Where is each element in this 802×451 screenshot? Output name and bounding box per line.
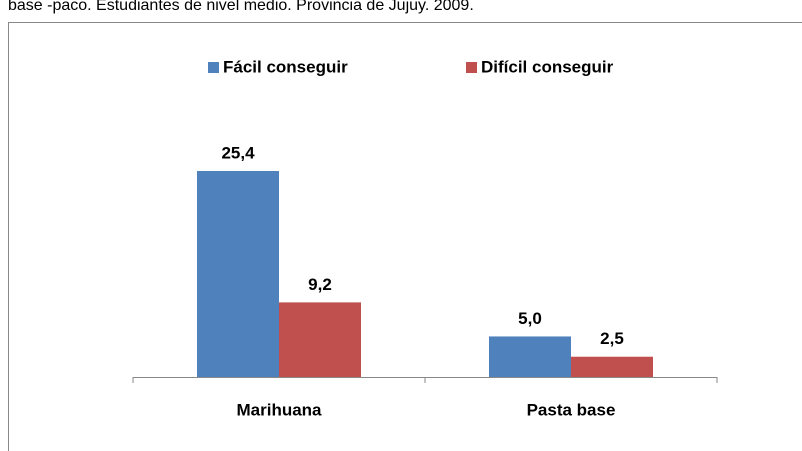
chart-title: base -paco. Estudiantes de nivel medio. … [8,0,474,14]
legend-label: Fácil conseguir [223,57,348,76]
value-label: 9,2 [308,275,332,294]
value-label: 5,0 [518,309,542,328]
x-tick-label: Pasta base [527,400,616,419]
legend-swatch [208,62,219,73]
legend-label: Difícil conseguir [481,57,614,76]
bar [279,302,361,377]
x-tick-label: Marihuana [236,400,322,419]
value-label: 2,5 [600,329,624,348]
bar [571,356,653,377]
value-label: 25,4 [221,143,255,162]
legend-swatch [466,62,477,73]
bar [489,336,571,377]
bar [197,171,279,377]
